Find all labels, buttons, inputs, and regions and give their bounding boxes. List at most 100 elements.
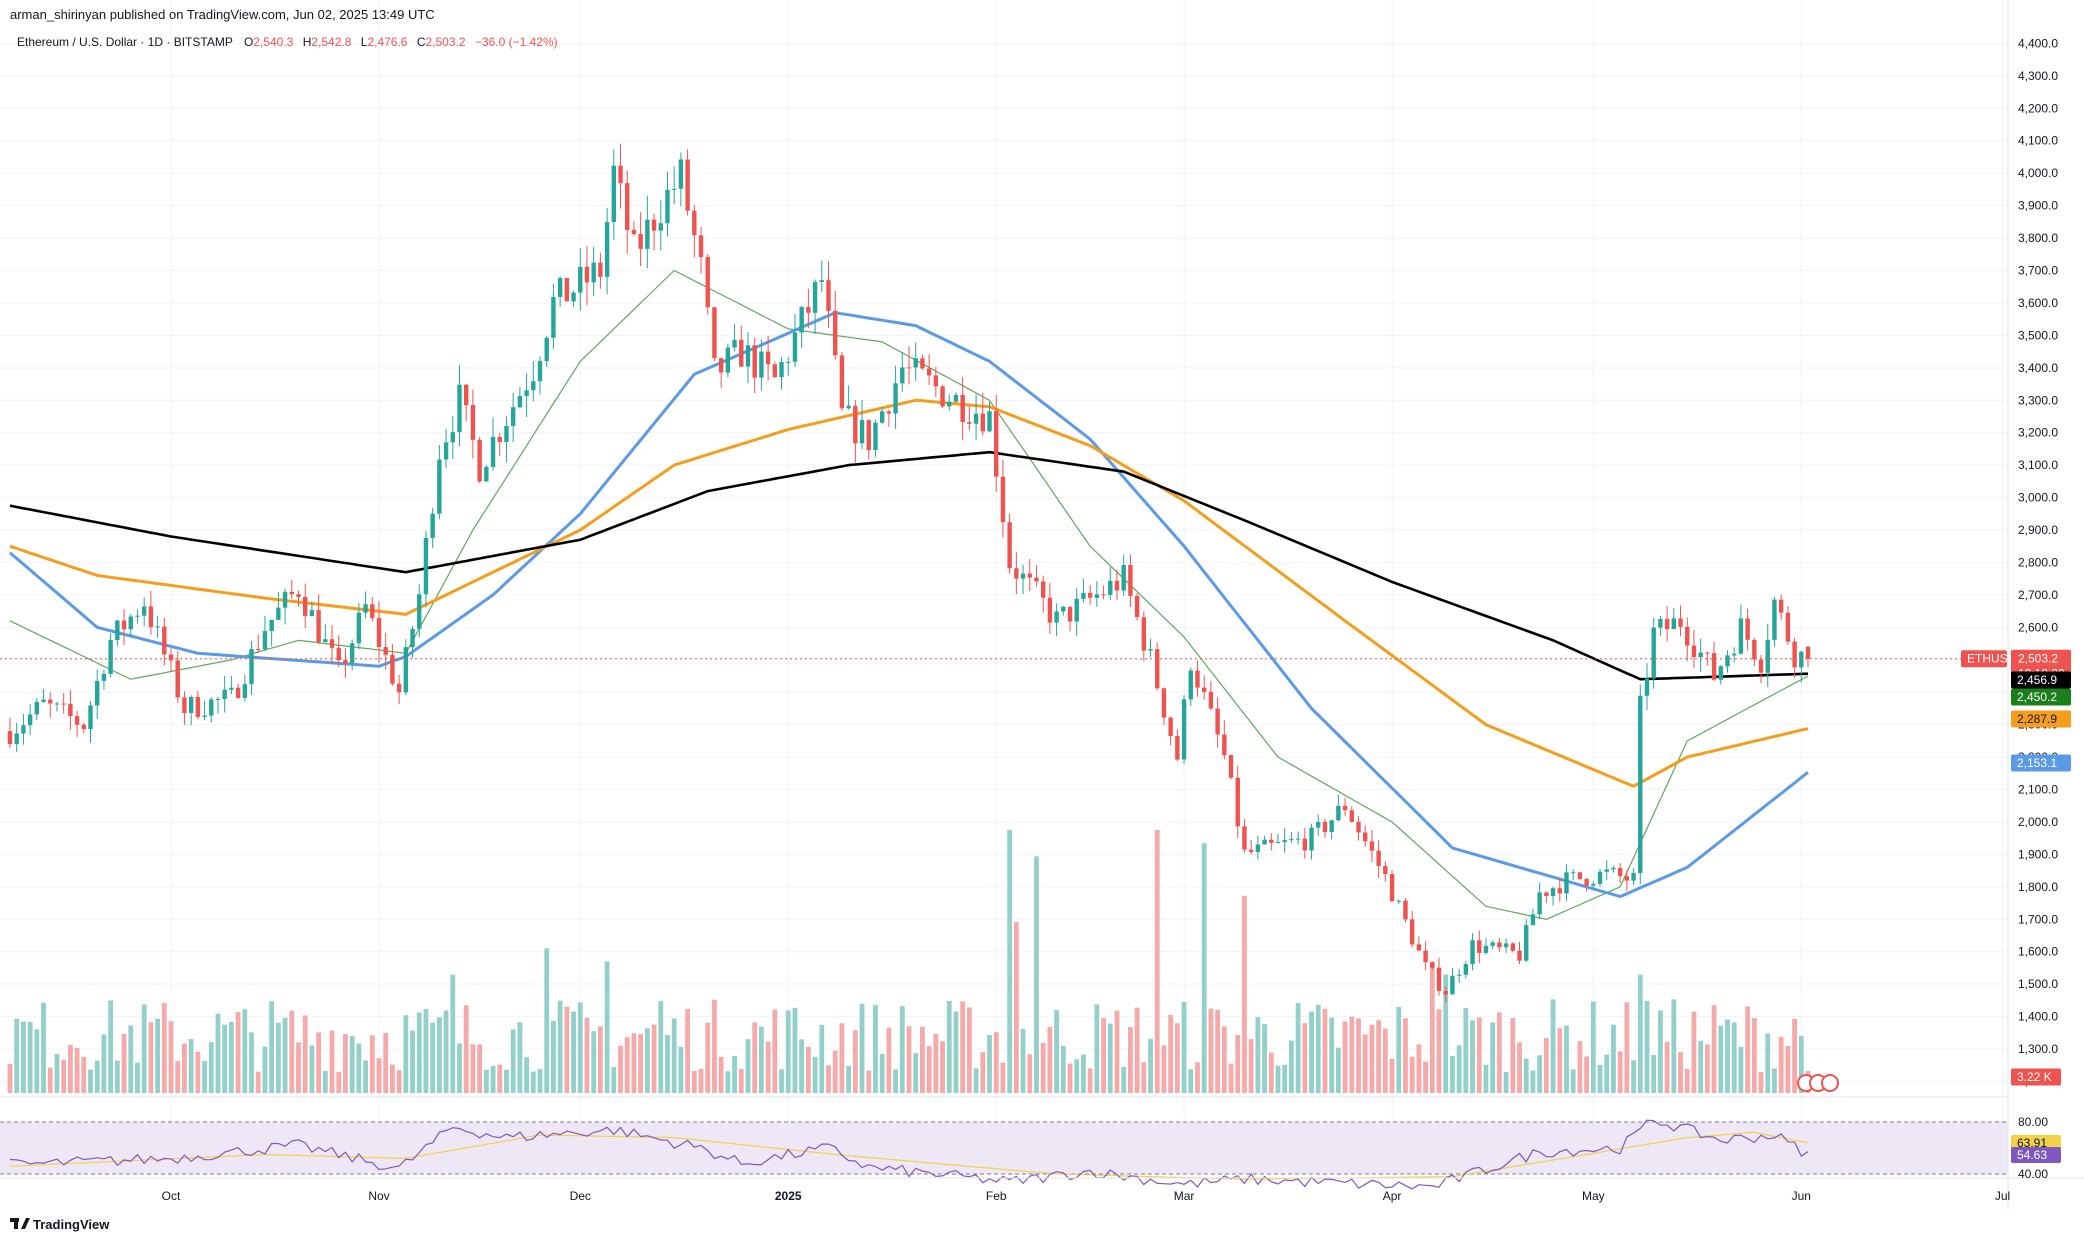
- time-tick-label: Mar: [1174, 1189, 1195, 1203]
- candle-body: [625, 183, 630, 230]
- volume-bar: [302, 1015, 308, 1093]
- candle-body: [34, 701, 40, 715]
- candle-body: [410, 628, 415, 648]
- volume-bar: [94, 1060, 100, 1093]
- candle-body: [1322, 821, 1328, 833]
- candle-body: [1134, 595, 1140, 618]
- tradingview-logo-icon: [10, 1218, 30, 1229]
- high-value: 2,542.8: [311, 35, 351, 49]
- volume-bar: [1215, 1009, 1221, 1093]
- time-tick-label: Jun: [1792, 1189, 1811, 1203]
- tradingview-logo[interactable]: TradingView: [10, 1217, 110, 1232]
- volume-bar: [443, 1010, 449, 1093]
- price-tick-label: 4,400.0: [2018, 36, 2058, 50]
- price-tick-label: 3,000.0: [2018, 491, 2058, 505]
- time-tick-label: May: [1582, 1189, 1605, 1203]
- candle-body: [665, 189, 670, 224]
- volume-bar: [792, 1007, 798, 1093]
- candle-body: [235, 687, 241, 698]
- volume-bar: [1604, 1054, 1610, 1093]
- volume-bar: [745, 1039, 751, 1093]
- candle-body: [155, 626, 160, 628]
- volume-bar: [81, 1057, 87, 1093]
- volume-bar: [1731, 1022, 1737, 1093]
- price-tick-label: 1,800.0: [2018, 880, 2058, 894]
- low-value: 2,476.6: [367, 35, 407, 49]
- volume-bar: [725, 1071, 731, 1093]
- volume-bar: [1543, 1038, 1549, 1093]
- candle-body: [1456, 974, 1462, 976]
- candle-body: [209, 699, 214, 716]
- candle-body: [906, 367, 912, 369]
- volume-bar: [1416, 1044, 1422, 1093]
- candle-body: [1349, 810, 1354, 822]
- volume-bar: [1456, 1045, 1462, 1093]
- candle-body: [557, 278, 563, 297]
- volume-bar: [1517, 1042, 1522, 1093]
- candle-body: [1309, 827, 1314, 851]
- ma-badge-blue: 2,153.1: [2017, 756, 2057, 770]
- volume-bar: [913, 1053, 919, 1093]
- volume-bar: [21, 1021, 26, 1093]
- candle-body: [1477, 940, 1482, 953]
- candle-body: [1376, 850, 1381, 867]
- volume-bar: [571, 1011, 576, 1093]
- volume-bar: [1664, 1041, 1670, 1093]
- candle-body: [947, 401, 952, 407]
- candle-body: [296, 594, 301, 597]
- volume-bar: [799, 1039, 805, 1093]
- candle-body: [1040, 581, 1046, 598]
- volume-bar: [135, 1062, 140, 1093]
- volume-bar: [1329, 1017, 1335, 1093]
- volume-bar: [852, 1030, 858, 1093]
- volume-bar: [1013, 922, 1019, 1093]
- volume-bar: [510, 1029, 516, 1093]
- volume-bar: [7, 1064, 13, 1093]
- volume-bar: [1725, 1019, 1730, 1093]
- volume-bar: [1228, 1063, 1234, 1093]
- candle-body: [1061, 606, 1066, 612]
- price-axis[interactable]: 1,200.01,300.01,400.01,500.01,600.01,700…: [2018, 36, 2058, 1181]
- volume-bar: [712, 999, 717, 1093]
- legend-line: Ethereum / U.S. Dollar · 1D · BITSTAMP O…: [17, 35, 558, 49]
- volume-bar: [369, 1035, 375, 1093]
- volume-bar: [1557, 1028, 1563, 1093]
- volume-bar: [1624, 1002, 1630, 1093]
- candle-body: [1591, 883, 1596, 886]
- volume-bar: [618, 1045, 623, 1093]
- rsi-pane: [0, 1119, 2008, 1190]
- volume-bar: [262, 1046, 268, 1093]
- volume-bar: [973, 1068, 979, 1093]
- volume-bar: [34, 1029, 40, 1093]
- volume-bar: [1403, 1018, 1408, 1093]
- candle-body: [1275, 842, 1281, 844]
- candle-body: [309, 610, 315, 617]
- volume-bar: [1235, 1035, 1241, 1093]
- volume-bar: [1470, 1020, 1475, 1093]
- candle-body: [1141, 617, 1147, 651]
- volume-bar: [128, 1025, 134, 1093]
- candle-body: [1758, 659, 1764, 673]
- candle-body: [1685, 626, 1690, 646]
- volume-bar: [1302, 1023, 1308, 1093]
- volume-bar: [873, 1005, 878, 1093]
- volume-bar: [597, 1026, 603, 1093]
- volume-bar: [47, 1067, 53, 1093]
- volume-bar: [1282, 1064, 1288, 1093]
- candle-body: [1121, 564, 1126, 591]
- volume-bar: [1322, 1009, 1328, 1093]
- volume-bar: [430, 1022, 436, 1093]
- candle-body: [1034, 577, 1039, 582]
- candle-body: [920, 358, 925, 369]
- candle-body: [1430, 962, 1435, 968]
- volume-bar: [1020, 1029, 1026, 1093]
- volume-bar: [1034, 856, 1039, 1093]
- volume-bar: [1671, 999, 1677, 1093]
- candle-body: [1631, 873, 1636, 881]
- volume-bar: [926, 1046, 932, 1093]
- candle-body: [584, 266, 590, 283]
- time-axis[interactable]: Oct Nov Dec 2025 Feb Mar Apr May Jun Jul: [162, 1189, 2011, 1203]
- candle-body: [1450, 975, 1455, 995]
- candle-body: [1054, 611, 1059, 623]
